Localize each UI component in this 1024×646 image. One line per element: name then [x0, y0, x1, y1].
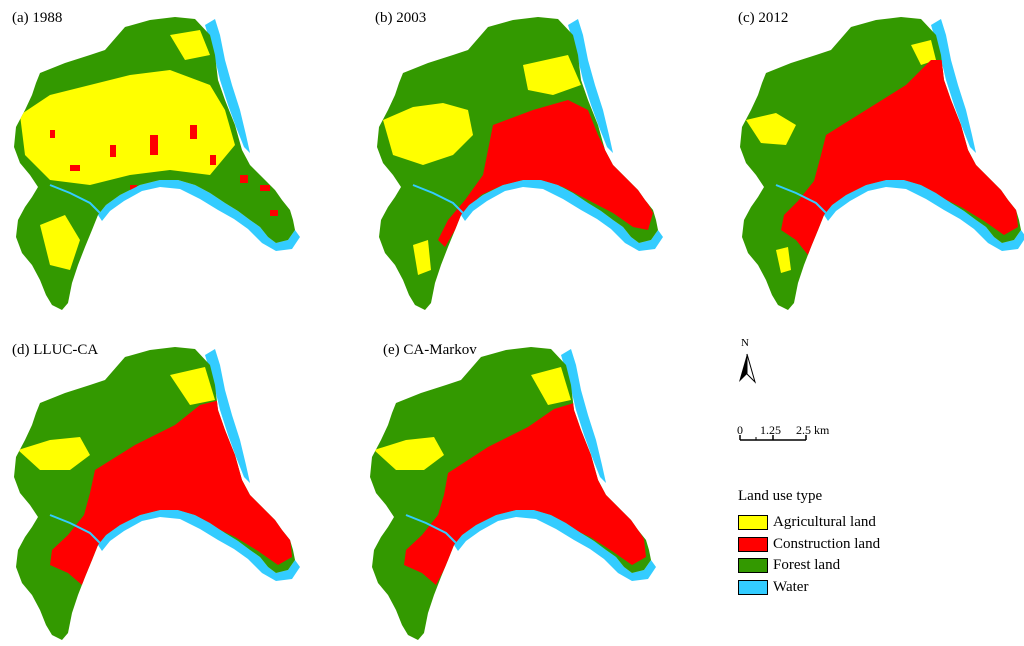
- water-south-coast: [98, 180, 300, 251]
- construction-patch-7: [210, 155, 216, 165]
- construction-patch-4: [240, 175, 248, 183]
- legend-swatch-agricultural: [738, 514, 768, 530]
- land-use-map-2003: [377, 17, 663, 310]
- water-east-coast: [205, 349, 250, 483]
- legend-title: Land use type: [738, 488, 823, 504]
- agricultural-patch-3: [776, 247, 791, 273]
- panel-label-c: (c) 2012: [738, 10, 789, 26]
- legend-label-construction: Construction land: [773, 535, 881, 552]
- north-letter: N: [741, 337, 749, 349]
- construction-patch-8: [270, 210, 278, 216]
- land-use-map-1988: [14, 17, 300, 310]
- river-line: [49, 184, 103, 216]
- construction-patch-5: [260, 185, 270, 191]
- scale-label-mid: 1.25: [760, 423, 781, 437]
- agricultural-patch-1: [40, 215, 80, 270]
- agricultural-patch-1: [531, 367, 571, 405]
- legend-item-forest: Forest land: [738, 556, 840, 574]
- agricultural-patch-1: [523, 55, 581, 95]
- construction-patch-6: [50, 130, 55, 138]
- agricultural-patch-1: [170, 367, 215, 405]
- river-line: [412, 184, 466, 216]
- legend-swatch-water: [738, 579, 768, 595]
- north-arrow-icon: [739, 353, 757, 384]
- construction-patch-3: [110, 145, 116, 157]
- river-line: [49, 514, 103, 546]
- panel-label-a: (a) 1988: [12, 10, 63, 26]
- construction-patch-1: [70, 165, 80, 171]
- land-use-map-2012: [740, 17, 1024, 310]
- legend-item-construction: Construction land: [738, 535, 880, 553]
- panel-label-d: (d) LLUC-CA: [12, 342, 99, 358]
- scale-label-end: 2.5 km: [796, 423, 830, 437]
- agricultural-patch-0: [20, 70, 235, 185]
- agricultural-patch-2: [413, 240, 431, 275]
- water-south-coast: [98, 510, 300, 581]
- panel-label-b: (b) 2003: [375, 10, 427, 26]
- agricultural-patch-0: [383, 103, 473, 165]
- construction-patch-2: [190, 125, 197, 139]
- agricultural-patch-0: [746, 113, 796, 145]
- scale-bar: [739, 435, 807, 441]
- construction-patch-0: [150, 135, 158, 155]
- legend-swatch-forest: [738, 557, 768, 573]
- water-south-coast: [824, 180, 1024, 251]
- legend-label-water: Water: [773, 578, 809, 595]
- agricultural-patch-1: [911, 40, 936, 65]
- construction-land-area: [50, 400, 292, 585]
- water-east-coast: [561, 349, 606, 483]
- legend-item-agricultural: Agricultural land: [738, 513, 876, 531]
- water-south-coast: [461, 180, 663, 251]
- water-east-coast: [205, 19, 250, 153]
- water-south-coast: [454, 510, 656, 581]
- water-east-coast: [931, 19, 976, 153]
- construction-land-area: [438, 100, 653, 247]
- agricultural-patch-2: [170, 30, 210, 60]
- construction-patch-9: [130, 185, 137, 190]
- agricultural-patch-0: [374, 437, 444, 470]
- land-use-map-ca-markov: [370, 347, 656, 640]
- legend-label-forest: Forest land: [773, 556, 841, 573]
- river-line: [405, 514, 459, 546]
- agricultural-patch-0: [18, 437, 90, 470]
- panel-label-e: (e) CA-Markov: [383, 342, 477, 358]
- construction-land-area: [404, 403, 646, 585]
- river-line: [775, 184, 829, 216]
- legend-label-agricultural: Agricultural land: [773, 513, 876, 530]
- legend-swatch-construction: [738, 536, 768, 552]
- scale-label-0: 0: [737, 423, 743, 437]
- legend-item-water: Water: [738, 578, 808, 596]
- water-east-coast: [568, 19, 613, 153]
- land-use-map-lluc-ca: [14, 347, 300, 640]
